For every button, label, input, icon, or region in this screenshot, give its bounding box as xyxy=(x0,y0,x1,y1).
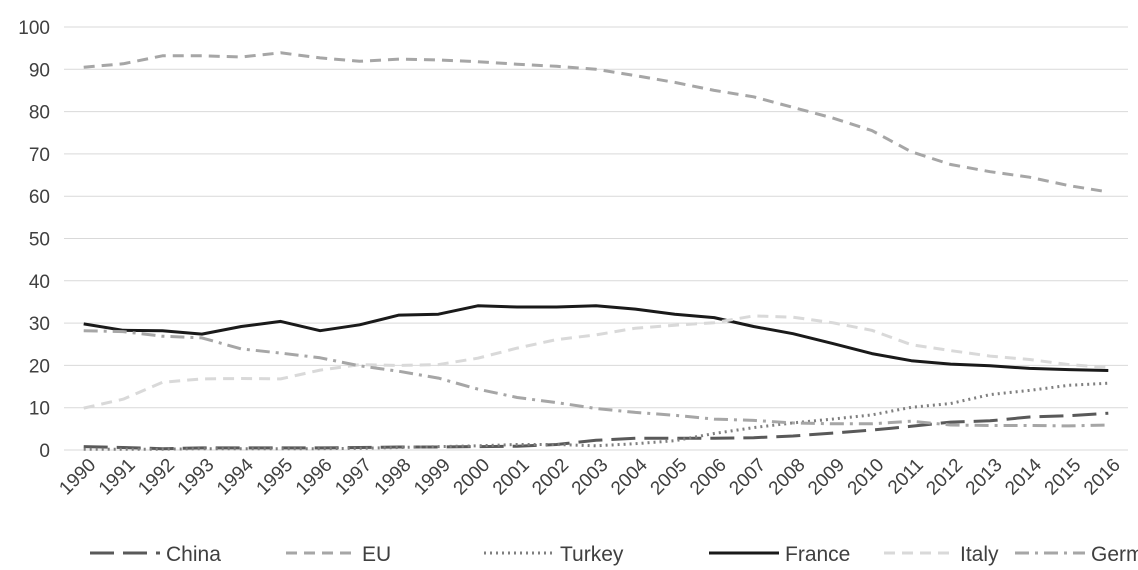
legend-item-eu: EU xyxy=(286,543,391,566)
x-tick-label: 2010 xyxy=(844,455,889,500)
x-tick-label: 2016 xyxy=(1080,455,1125,500)
x-tick-label: 2009 xyxy=(804,455,849,500)
x-tick-label: 2015 xyxy=(1041,455,1086,500)
x-tick-label: 1996 xyxy=(292,455,337,500)
y-tick-label: 70 xyxy=(29,145,50,166)
x-tick-label: 2000 xyxy=(450,455,495,500)
x-tick-label: 1993 xyxy=(174,455,219,500)
legend-item-france: France xyxy=(709,543,850,566)
x-tick-label: 2011 xyxy=(884,455,928,499)
x-tick-label: 1995 xyxy=(253,455,298,500)
legend-item-germany: Germany xyxy=(1015,543,1138,566)
y-tick-label: 10 xyxy=(29,399,50,420)
x-tick-label: 2007 xyxy=(725,455,770,500)
y-tick-label: 30 xyxy=(29,314,50,335)
series-line-italy xyxy=(83,314,1109,410)
legend-item-turkey: Turkey xyxy=(484,543,624,566)
y-tick-label: 50 xyxy=(29,230,50,251)
legend-label-turkey: Turkey xyxy=(560,543,624,566)
x-tick-label: 1992 xyxy=(134,455,179,500)
x-tick-label: 2001 xyxy=(489,455,534,500)
legend-label-germany: Germany xyxy=(1091,543,1138,566)
series-lines xyxy=(83,51,1109,451)
x-tick-label: 1998 xyxy=(371,455,416,500)
y-axis: 0 10 20 30 40 50 60 70 80 90 100 xyxy=(18,18,50,462)
y-tick-label: 90 xyxy=(29,60,50,81)
x-tick-label: 2012 xyxy=(922,455,967,500)
legend-label-italy: Italy xyxy=(960,543,999,566)
x-tick-label: 1990 xyxy=(55,455,100,500)
x-axis: 1990199119921993199419951996199719981999… xyxy=(55,454,1124,499)
y-tick-label: 80 xyxy=(29,103,50,124)
legend-label-france: France xyxy=(785,543,850,566)
legend-label-eu: EU xyxy=(362,543,391,566)
y-tick-label: 40 xyxy=(29,272,50,293)
x-tick-label: 2006 xyxy=(686,455,731,500)
x-tick-label: 1997 xyxy=(331,455,376,500)
y-tick-label: 60 xyxy=(29,187,50,208)
x-tick-label: 2014 xyxy=(1001,454,1046,499)
gridlines xyxy=(64,26,1128,451)
series-line-china xyxy=(83,411,1109,451)
legend-item-china: China xyxy=(90,543,221,566)
x-tick-label: 1991 xyxy=(95,455,140,500)
x-tick-label: 1999 xyxy=(410,455,455,500)
legend-label-china: China xyxy=(166,543,221,566)
series-line-eu xyxy=(83,51,1109,194)
x-tick-label: 2008 xyxy=(765,455,810,500)
x-tick-label: 1994 xyxy=(213,454,258,499)
y-tick-label: 0 xyxy=(39,441,50,462)
legend: China EU Turkey France Italy Germany xyxy=(90,543,1138,566)
x-tick-label: 2005 xyxy=(647,455,692,500)
series-line-germany xyxy=(83,329,1109,428)
legend-item-italy: Italy xyxy=(884,543,999,566)
x-tick-label: 2003 xyxy=(568,455,613,500)
x-tick-label: 2013 xyxy=(962,455,1007,500)
y-tick-label: 100 xyxy=(18,18,50,39)
x-tick-label: 2004 xyxy=(607,454,652,499)
x-tick-label: 2002 xyxy=(528,455,573,500)
series-line-france xyxy=(83,304,1109,372)
y-tick-label: 20 xyxy=(29,356,50,377)
